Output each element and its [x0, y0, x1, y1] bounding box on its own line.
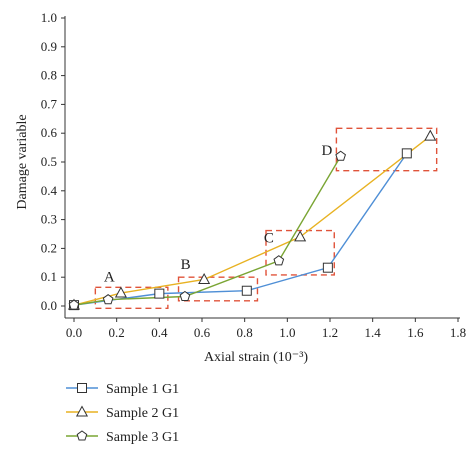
- annotation-box-b: [177, 276, 259, 302]
- x-tick-label: 0.4: [151, 325, 168, 340]
- series-line-1: [73, 152, 408, 306]
- legend-marker-3: [76, 430, 88, 441]
- axes: [61, 16, 460, 322]
- y-tick-label: 0.0: [41, 298, 57, 313]
- annotation-label-d: D: [321, 143, 332, 159]
- y-tick-label: 0.9: [41, 39, 57, 54]
- data-point-series-2: [114, 286, 127, 298]
- data-point-series-3: [273, 255, 285, 266]
- series-lines: [73, 135, 431, 306]
- annotation-label-b: B: [181, 257, 191, 273]
- y-tick-label: 0.6: [41, 125, 58, 140]
- annotation-label-c: C: [264, 231, 274, 247]
- data-point-series-1: [322, 262, 333, 273]
- x-tick-label: 1.8: [450, 325, 466, 340]
- y-tick-label: 0.2: [41, 240, 57, 255]
- x-axis-title: Axial strain (10⁻³): [204, 350, 308, 365]
- legend-marker-2: [75, 405, 89, 417]
- x-tick-label: 1.6: [407, 325, 424, 340]
- data-point-series-1: [401, 148, 412, 159]
- legend-marker-1: [77, 383, 87, 393]
- x-tick-label: 1.0: [279, 325, 295, 340]
- x-tick-label: 0.2: [109, 325, 125, 340]
- x-tick-label: 0.8: [237, 325, 253, 340]
- y-axis-title: Damage variable: [15, 114, 30, 209]
- series-line-2: [73, 135, 431, 306]
- data-point-series-3: [102, 294, 114, 305]
- data-point-series-2: [424, 129, 437, 141]
- annotation-label-a: A: [104, 270, 115, 286]
- annotation-labels: A B C D: [104, 143, 333, 286]
- y-tick-label: 1.0: [41, 10, 57, 25]
- tick-labels: 0.0 0.1 0.2 0.3 0.4 0.5 0.6 0.7 0.8 0.9 1.0 0.0 0.2 0…: [41, 10, 466, 340]
- data-point-series-3: [335, 150, 347, 161]
- y-tick-label: 0.7: [41, 96, 58, 111]
- legend-label-3: Sample 3 G1: [106, 430, 179, 445]
- data-point-series-2: [198, 272, 211, 285]
- y-tick-label: 0.3: [41, 212, 57, 227]
- legend-label-1: Sample 1 G1: [106, 382, 179, 397]
- data-point-series-1: [154, 288, 165, 299]
- data-point-series-1: [241, 285, 252, 296]
- annotation-box-d: [335, 127, 438, 172]
- legend-label-2: Sample 2 G1: [106, 406, 179, 421]
- annotation-boxes: [94, 127, 438, 310]
- data-point-series-3: [68, 299, 80, 310]
- data-point-series-2: [294, 230, 307, 242]
- x-tick-label: 0.0: [66, 325, 82, 340]
- x-tick-label: 0.6: [194, 325, 211, 340]
- y-tick-label: 0.8: [41, 68, 57, 83]
- x-tick-label: 1.2: [322, 325, 338, 340]
- y-tick-label: 0.5: [41, 154, 57, 169]
- data-point-series-3: [179, 290, 191, 302]
- y-tick-label: 0.1: [41, 269, 57, 284]
- legend: Sample 1 G1 Sample 2 G1 Sample 3 G1: [66, 382, 179, 445]
- x-tick-label: 1.4: [365, 325, 382, 340]
- series-markers: [67, 129, 437, 311]
- y-tick-label: 0.4: [41, 183, 58, 198]
